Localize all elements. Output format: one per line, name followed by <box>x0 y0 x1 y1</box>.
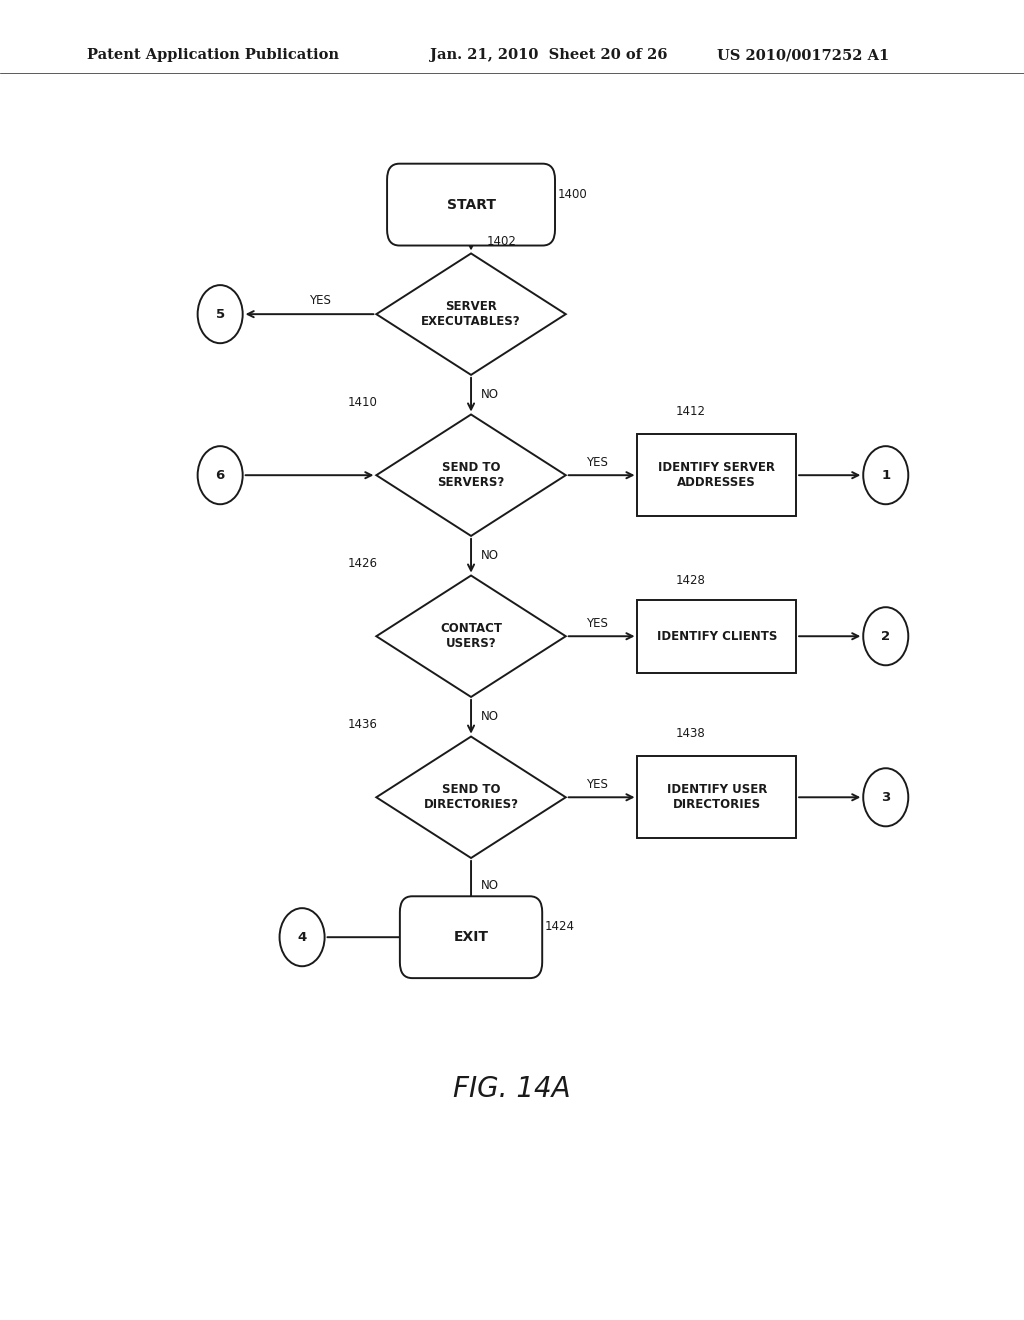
Circle shape <box>280 908 325 966</box>
Text: CONTACT
USERS?: CONTACT USERS? <box>440 622 502 651</box>
Polygon shape <box>377 414 565 536</box>
Text: YES: YES <box>586 777 607 791</box>
Text: 1: 1 <box>882 469 890 482</box>
Text: SEND TO
DIRECTORIES?: SEND TO DIRECTORIES? <box>424 783 518 812</box>
Polygon shape <box>377 737 565 858</box>
Text: 1424: 1424 <box>545 920 574 933</box>
Text: YES: YES <box>586 455 607 469</box>
Text: 2: 2 <box>882 630 890 643</box>
Text: 4: 4 <box>297 931 307 944</box>
Text: NO: NO <box>481 549 500 562</box>
Polygon shape <box>377 576 565 697</box>
Text: IDENTIFY CLIENTS: IDENTIFY CLIENTS <box>656 630 777 643</box>
FancyBboxPatch shape <box>387 164 555 246</box>
Text: NO: NO <box>481 388 500 401</box>
Text: 6: 6 <box>215 469 225 482</box>
Text: 1412: 1412 <box>676 405 706 418</box>
Text: SERVER
EXECUTABLES?: SERVER EXECUTABLES? <box>421 300 521 329</box>
Text: START: START <box>446 198 496 211</box>
Text: Patent Application Publication: Patent Application Publication <box>87 49 339 62</box>
Text: YES: YES <box>586 616 607 630</box>
Circle shape <box>863 607 908 665</box>
Text: 1436: 1436 <box>348 718 378 731</box>
Circle shape <box>863 446 908 504</box>
Text: FIG. 14A: FIG. 14A <box>454 1074 570 1104</box>
Text: NO: NO <box>481 710 500 723</box>
Text: 1428: 1428 <box>676 574 706 587</box>
Text: 5: 5 <box>216 308 224 321</box>
Text: 3: 3 <box>881 791 891 804</box>
Circle shape <box>863 768 908 826</box>
Bar <box>637 599 797 672</box>
Text: Jan. 21, 2010  Sheet 20 of 26: Jan. 21, 2010 Sheet 20 of 26 <box>430 49 668 62</box>
Text: YES: YES <box>309 294 331 308</box>
Polygon shape <box>377 253 565 375</box>
Text: SEND TO
SERVERS?: SEND TO SERVERS? <box>437 461 505 490</box>
Circle shape <box>198 285 243 343</box>
Text: 1402: 1402 <box>486 235 516 248</box>
Text: 1410: 1410 <box>348 396 378 409</box>
Text: IDENTIFY USER
DIRECTORIES: IDENTIFY USER DIRECTORIES <box>667 783 767 812</box>
Text: 1438: 1438 <box>676 727 706 741</box>
Text: EXIT: EXIT <box>454 931 488 944</box>
Circle shape <box>198 446 243 504</box>
Text: IDENTIFY SERVER
ADDRESSES: IDENTIFY SERVER ADDRESSES <box>658 461 775 490</box>
FancyBboxPatch shape <box>399 896 543 978</box>
Text: 1400: 1400 <box>558 187 588 201</box>
Bar <box>637 434 797 516</box>
Text: NO: NO <box>481 879 500 891</box>
Bar <box>637 756 797 838</box>
Text: 1426: 1426 <box>348 557 378 570</box>
Text: US 2010/0017252 A1: US 2010/0017252 A1 <box>717 49 889 62</box>
